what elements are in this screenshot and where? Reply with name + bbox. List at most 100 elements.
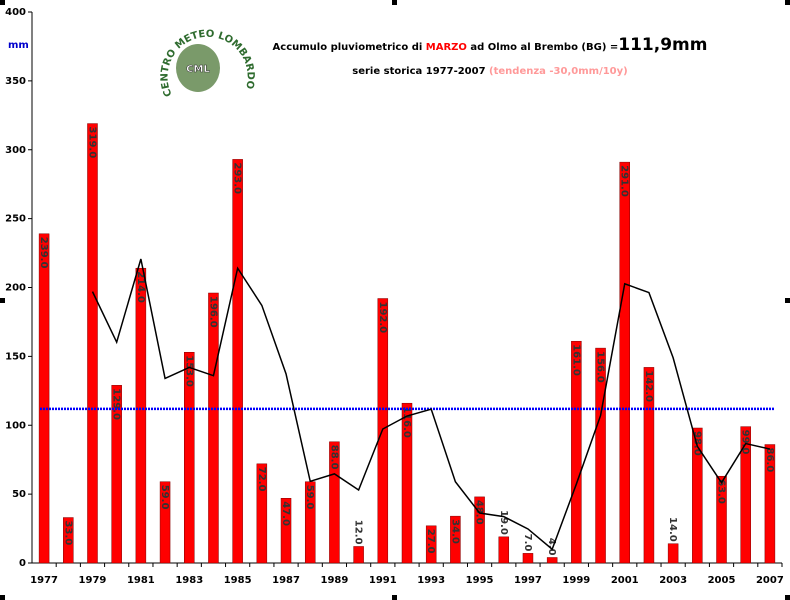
bar xyxy=(38,233,50,564)
y-tick-label: 0 xyxy=(19,558,26,569)
logo-text: CML xyxy=(186,64,210,75)
bar xyxy=(87,123,98,564)
bar xyxy=(401,402,413,564)
bar xyxy=(643,367,655,564)
bar xyxy=(111,385,122,564)
bar xyxy=(425,525,437,564)
bar xyxy=(256,463,268,564)
handle xyxy=(785,0,790,5)
value-label: 63.0 xyxy=(716,479,727,504)
value-label: 88.0 xyxy=(328,445,339,470)
bar xyxy=(135,267,147,564)
handle xyxy=(785,298,790,303)
y-tick-label: 350 xyxy=(5,76,26,87)
handle xyxy=(0,595,5,600)
value-label: 196.0 xyxy=(207,296,218,328)
y-axis-label: mm xyxy=(8,40,29,51)
value-label: 27.0 xyxy=(425,529,436,554)
title-part: Accumulo pluviometrico di xyxy=(273,42,426,53)
value-label: 59.0 xyxy=(159,485,170,510)
subtitle-part: serie storica 1977-2007 xyxy=(352,66,489,77)
chart-title: Accumulo pluviometrico di MARZO ad Olmo … xyxy=(273,35,708,55)
bar xyxy=(159,481,171,564)
y-tick-label: 200 xyxy=(5,283,26,294)
x-tick-label: 1997 xyxy=(514,575,542,586)
y-tick-label: 300 xyxy=(5,145,26,156)
value-label: 86.0 xyxy=(764,448,775,473)
bar xyxy=(764,444,776,564)
value-label: 47.0 xyxy=(280,501,291,526)
bar xyxy=(522,553,534,564)
handle xyxy=(785,595,790,600)
y-tick-label: 400 xyxy=(5,7,26,18)
value-label: 33.0 xyxy=(62,521,73,546)
value-label: 129.0 xyxy=(111,388,122,420)
chart-subtitle: serie storica 1977-2007 (tendenza -30,0m… xyxy=(352,66,627,77)
handle xyxy=(0,0,5,5)
bar xyxy=(595,347,606,564)
value-label: 291.0 xyxy=(619,165,630,197)
moving-average-line xyxy=(91,258,771,551)
value-label: 293.0 xyxy=(232,162,243,194)
bar xyxy=(692,427,703,564)
bar xyxy=(716,475,727,564)
bar xyxy=(208,292,219,564)
logo: CENTRO METEO LOMBARDO CML xyxy=(160,29,256,98)
value-label: 12.0 xyxy=(353,520,364,545)
x-tick-label: 1995 xyxy=(466,575,494,586)
value-label: 192.0 xyxy=(377,302,388,334)
value-label: 14.0 xyxy=(667,517,678,542)
y-tick-label: 150 xyxy=(5,351,26,362)
bar xyxy=(667,543,679,564)
x-tick-label: 1989 xyxy=(320,575,348,586)
x-tick-label: 1983 xyxy=(175,575,203,586)
bar xyxy=(450,515,461,564)
value-label: 7.0 xyxy=(522,534,533,552)
bar xyxy=(571,340,582,564)
handle xyxy=(0,298,5,303)
value-label: 319.0 xyxy=(86,127,97,159)
value-label: 4.0 xyxy=(546,538,557,556)
y-tick-label: 100 xyxy=(5,420,26,431)
y-tick-label: 250 xyxy=(5,214,26,225)
x-tick-label: 1979 xyxy=(79,575,107,586)
value-label: 19.0 xyxy=(498,510,509,535)
y-tick-label: 50 xyxy=(12,489,26,500)
x-tick-label: 1999 xyxy=(562,575,590,586)
x-tick-label: 1993 xyxy=(417,575,445,586)
value-label: 239.0 xyxy=(38,237,49,269)
x-tick-label: 1985 xyxy=(224,575,252,586)
x-tick-label: 2007 xyxy=(756,575,784,586)
title-part: 111,9mm xyxy=(618,35,707,55)
bar xyxy=(63,517,74,564)
bar xyxy=(740,426,751,564)
bar xyxy=(619,161,630,564)
x-tick-label: 2001 xyxy=(611,575,639,586)
title-part: MARZO xyxy=(426,42,467,53)
logo-shape xyxy=(176,44,220,92)
bar xyxy=(498,536,510,564)
value-label: 72.0 xyxy=(256,467,267,492)
x-tick-label: 1981 xyxy=(127,575,155,586)
subtitle-part: (tendenza -30,0mm/10y) xyxy=(489,66,628,77)
handle xyxy=(392,595,397,600)
value-label: 99.0 xyxy=(740,430,751,455)
value-label: 214.0 xyxy=(135,271,146,303)
bar xyxy=(329,441,340,564)
x-tick-label: 1991 xyxy=(369,575,397,586)
title-part: ad Olmo al Brembo (BG) = xyxy=(467,42,618,53)
value-label: 161.0 xyxy=(570,344,581,376)
x-tick-label: 2005 xyxy=(708,575,736,586)
value-label: 34.0 xyxy=(449,519,460,544)
value-label: 156.0 xyxy=(595,351,606,383)
bar xyxy=(546,557,558,564)
x-tick-label: 2003 xyxy=(659,575,687,586)
bar xyxy=(474,496,485,564)
bar xyxy=(232,159,243,564)
value-label: 153.0 xyxy=(183,355,194,387)
value-label: 142.0 xyxy=(643,370,654,402)
x-tick-label: 1987 xyxy=(272,575,300,586)
bar xyxy=(184,351,195,564)
value-label: 59.0 xyxy=(304,485,315,510)
